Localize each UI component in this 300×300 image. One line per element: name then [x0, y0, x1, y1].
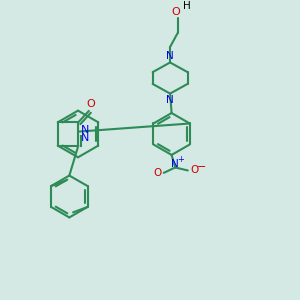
Text: H: H [183, 1, 191, 11]
Text: O: O [190, 166, 199, 176]
Text: N: N [81, 125, 89, 135]
Text: N: N [166, 95, 174, 105]
Text: O: O [86, 99, 95, 110]
Text: N: N [171, 159, 179, 169]
Text: O: O [172, 7, 181, 16]
Text: O: O [153, 168, 161, 178]
Text: N: N [166, 51, 174, 61]
Text: N: N [81, 133, 89, 143]
Text: −: − [196, 162, 206, 172]
Text: +: + [177, 154, 184, 164]
